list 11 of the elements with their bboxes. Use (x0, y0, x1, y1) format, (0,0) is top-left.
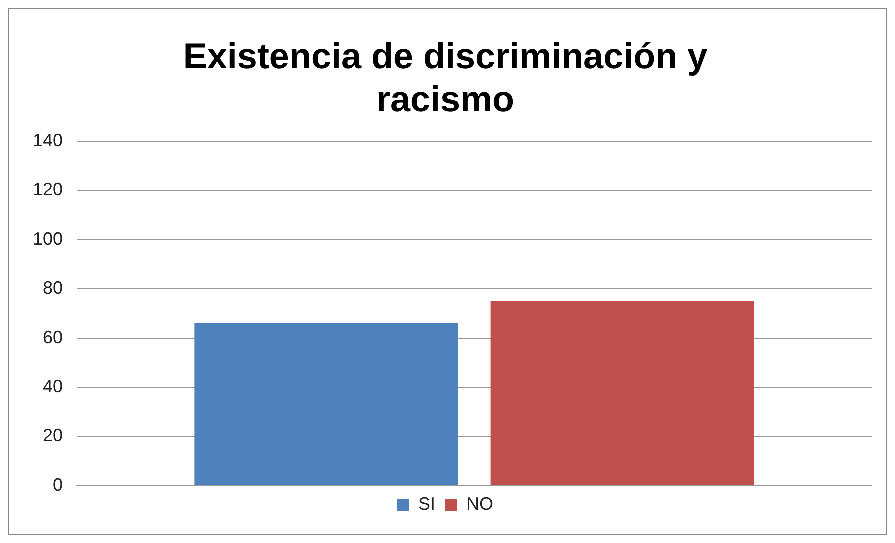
y-tick-label: 100 (32, 228, 64, 249)
y-tick-label: 140 (32, 130, 64, 150)
y-tick-label: 120 (32, 180, 64, 200)
y-tick-label: 20 (43, 426, 64, 446)
y-tick-label: 80 (43, 278, 64, 298)
y-tick-label: 60 (43, 327, 64, 348)
y-tick-label: 0 (53, 474, 64, 495)
y-tick-label: 40 (43, 376, 64, 397)
chart-title: Existencia de discriminación y racismo (183, 36, 708, 120)
legend-label: SI (418, 494, 436, 514)
legend-label: NO (466, 494, 494, 514)
